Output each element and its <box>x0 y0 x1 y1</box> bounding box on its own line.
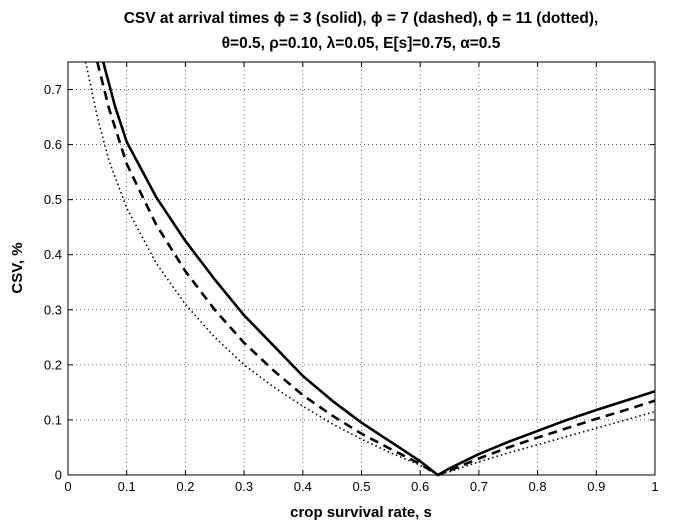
ticks: 0 0.1 0.2 0.3 0.4 0.5 0.6 0.7 0.8 0.9 1 0 0.1 0.2 0.3 0… <box>44 62 659 494</box>
x-tick-label: 1 <box>651 479 658 494</box>
x-tick-label: 0.7 <box>470 479 488 494</box>
plot-area <box>68 62 655 475</box>
y-tick-label: 0.4 <box>44 247 62 262</box>
y-tick-label: 0.5 <box>44 192 62 207</box>
x-tick-label: 0.8 <box>529 479 547 494</box>
x-tick-label: 0 <box>64 479 71 494</box>
y-tick-label: 0.1 <box>44 412 62 427</box>
y-tick-label: 0.6 <box>44 137 62 152</box>
x-tick-label: 0.9 <box>587 479 605 494</box>
x-tick-label: 0.6 <box>411 479 429 494</box>
chart-title-line-2: θ=0.5, ρ=0.10, λ=0.05, E[s]=0.75, α=0.5 <box>222 35 501 52</box>
y-tick-label: 0.7 <box>44 82 62 97</box>
y-axis-label: CSV, % <box>9 242 26 293</box>
series-line-dotted <box>84 61 656 476</box>
x-tick-label: 0.3 <box>235 479 253 494</box>
x-tick-label: 0.1 <box>118 479 136 494</box>
series-line-dashed <box>96 61 656 477</box>
grid <box>68 62 655 475</box>
x-tick-label: 0.2 <box>176 479 194 494</box>
y-tick-label: 0.2 <box>44 357 62 372</box>
x-tick-label: 0.4 <box>294 479 312 494</box>
chart-title-line-1: CSV at arrival times ϕ = 3 (solid), ϕ = … <box>124 10 599 27</box>
series-layer <box>84 61 656 477</box>
x-axis-label: crop survival rate, s <box>290 504 432 521</box>
y-tick-label: 0.3 <box>44 302 62 317</box>
x-tick-label: 0.5 <box>352 479 370 494</box>
series-line-solid <box>101 61 656 477</box>
y-tick-label: 0 <box>55 468 62 483</box>
